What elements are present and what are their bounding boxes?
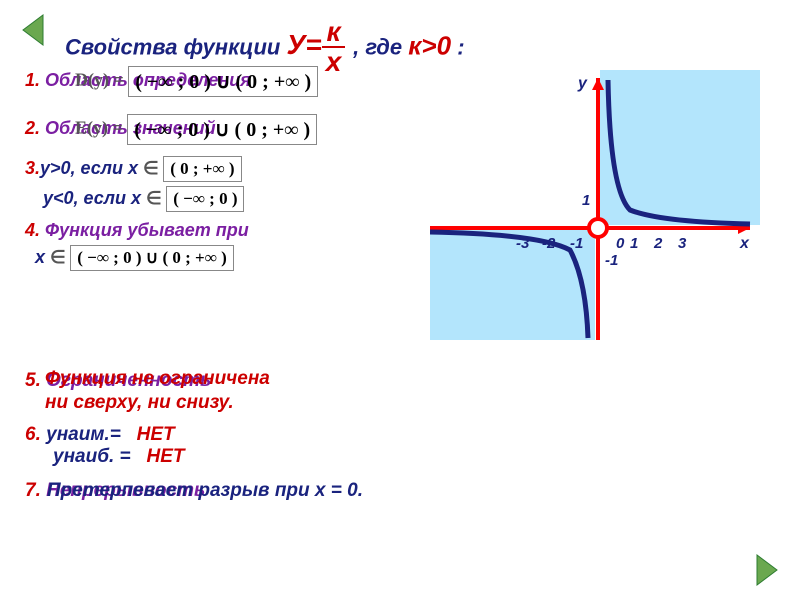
x-tick: 0 xyxy=(616,235,625,252)
nav-forward-button[interactable] xyxy=(745,550,785,590)
y-tick-n1: -1 xyxy=(605,252,618,269)
frac-num: к xyxy=(322,18,346,48)
p6-v1: НЕТ xyxy=(137,424,175,445)
properties-bottom: 5. Ограниченность Функция не ограничена … xyxy=(25,368,725,510)
p5-num: 5. xyxy=(25,370,41,391)
svg-text:2: 2 xyxy=(653,235,663,252)
p1-num: 1. xyxy=(25,70,40,90)
title-mid: , где xyxy=(353,34,402,59)
p7-overlay: Претерпевает разрыв при х = 0. xyxy=(47,480,363,501)
p6-num: 6. xyxy=(25,424,41,445)
title-prefix: Свойства функции xyxy=(65,34,280,59)
p3b-text: у<0, если х xyxy=(43,188,141,208)
y-axis-label: у xyxy=(577,75,588,92)
p2-prefix: E(y) = xyxy=(75,118,123,138)
y-tick-1: 1 xyxy=(582,192,590,209)
title-cond: к>0 xyxy=(408,30,451,60)
p4-num: 4. xyxy=(25,220,40,240)
p2-interval: ( −∞ ; 0 ) ∪ ( 0 ; +∞ ) xyxy=(127,114,317,145)
p4-x: х xyxy=(25,247,45,267)
svg-text:-3: -3 xyxy=(516,235,530,252)
nav-back-button[interactable] xyxy=(15,10,55,50)
p3b-int: ( −∞ ; 0 ) xyxy=(166,186,244,212)
svg-text:-2: -2 xyxy=(542,235,556,252)
p4-int: ( −∞ ; 0 ) ∪ ( 0 ; +∞ ) xyxy=(70,245,234,271)
p1-interval: ( −∞ ; 0 ) ∪ ( 0 ; +∞ ) xyxy=(128,66,318,97)
p3a-text: у>0, если х xyxy=(40,158,138,178)
svg-text:1: 1 xyxy=(630,235,638,252)
svg-text:3: 3 xyxy=(678,235,687,252)
svg-text:-1: -1 xyxy=(570,235,583,252)
title-suffix: : xyxy=(457,34,464,59)
p3a-int: ( 0 ; +∞ ) xyxy=(163,156,241,182)
p5-overlay2: ни сверху, ни снизу. xyxy=(45,392,234,413)
p3-num: 3. xyxy=(25,158,40,178)
p7-num: 7. xyxy=(25,480,41,501)
p2-num: 2. xyxy=(25,118,40,138)
x-axis-label: х xyxy=(739,235,750,252)
title-func-y: У= xyxy=(286,29,321,60)
p6-v2: НЕТ xyxy=(146,446,184,467)
p6-b: унаиб. = xyxy=(53,446,131,467)
properties-list: 1. Область определения D(y) = ( −∞ ; 0 )… xyxy=(25,70,465,294)
p6-a: унаим.= xyxy=(46,424,121,445)
p4-text: Функция убывает при xyxy=(45,220,249,240)
p1-prefix: D(y) = xyxy=(75,70,124,90)
p5-overlay: Функция не ограничена xyxy=(45,368,270,389)
hyperbola-chart: 0 1 2 3 -1 -2 -3 1 -1 х у xyxy=(430,70,760,340)
